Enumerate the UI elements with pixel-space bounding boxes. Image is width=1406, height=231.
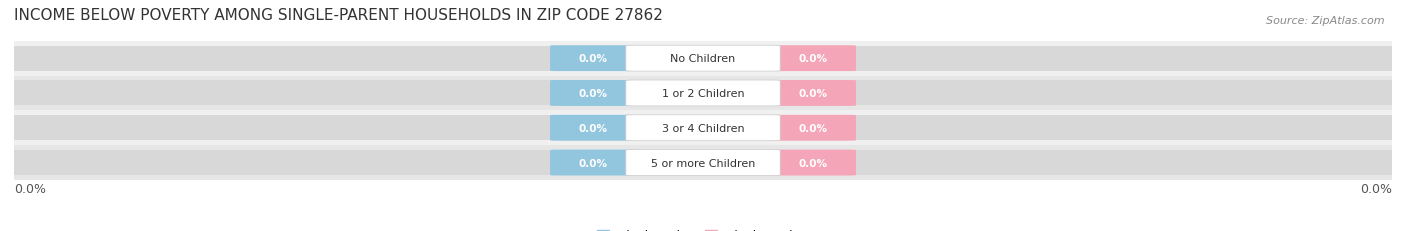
Text: 5 or more Children: 5 or more Children (651, 158, 755, 168)
Text: 0.0%: 0.0% (578, 54, 607, 64)
FancyBboxPatch shape (770, 150, 856, 176)
Text: 0.0%: 0.0% (578, 158, 607, 168)
Text: 0.0%: 0.0% (799, 54, 828, 64)
Text: 0.0%: 0.0% (799, 123, 828, 133)
FancyBboxPatch shape (626, 81, 780, 106)
Bar (14, 116, 558, 141)
Text: No Children: No Children (671, 54, 735, 64)
Text: INCOME BELOW POVERTY AMONG SINGLE-PARENT HOUSEHOLDS IN ZIP CODE 27862: INCOME BELOW POVERTY AMONG SINGLE-PARENT… (14, 8, 664, 23)
Text: 3 or 4 Children: 3 or 4 Children (662, 123, 744, 133)
FancyBboxPatch shape (770, 46, 856, 72)
FancyBboxPatch shape (626, 46, 780, 72)
Text: 0.0%: 0.0% (799, 88, 828, 99)
Text: 0.0%: 0.0% (14, 182, 46, 195)
Text: Source: ZipAtlas.com: Source: ZipAtlas.com (1267, 16, 1385, 26)
Bar (848, 150, 1392, 175)
Text: 0.0%: 0.0% (1360, 182, 1392, 195)
Bar (14, 42, 1392, 76)
Text: 1 or 2 Children: 1 or 2 Children (662, 88, 744, 99)
FancyBboxPatch shape (550, 115, 636, 141)
Text: 0.0%: 0.0% (799, 158, 828, 168)
Text: 0.0%: 0.0% (578, 88, 607, 99)
FancyBboxPatch shape (550, 46, 636, 72)
Bar (848, 116, 1392, 141)
Bar (14, 111, 1392, 146)
Bar (14, 146, 1392, 180)
FancyBboxPatch shape (626, 115, 780, 141)
FancyBboxPatch shape (626, 150, 780, 176)
Bar (14, 150, 558, 175)
FancyBboxPatch shape (550, 150, 636, 176)
Bar (848, 81, 1392, 106)
FancyBboxPatch shape (550, 81, 636, 106)
FancyBboxPatch shape (770, 115, 856, 141)
Bar (14, 81, 558, 106)
Bar (848, 46, 1392, 71)
Bar (14, 46, 558, 71)
Text: 0.0%: 0.0% (578, 123, 607, 133)
FancyBboxPatch shape (770, 81, 856, 106)
Bar (14, 76, 1392, 111)
Legend: Single Father, Single Mother: Single Father, Single Mother (593, 224, 813, 231)
